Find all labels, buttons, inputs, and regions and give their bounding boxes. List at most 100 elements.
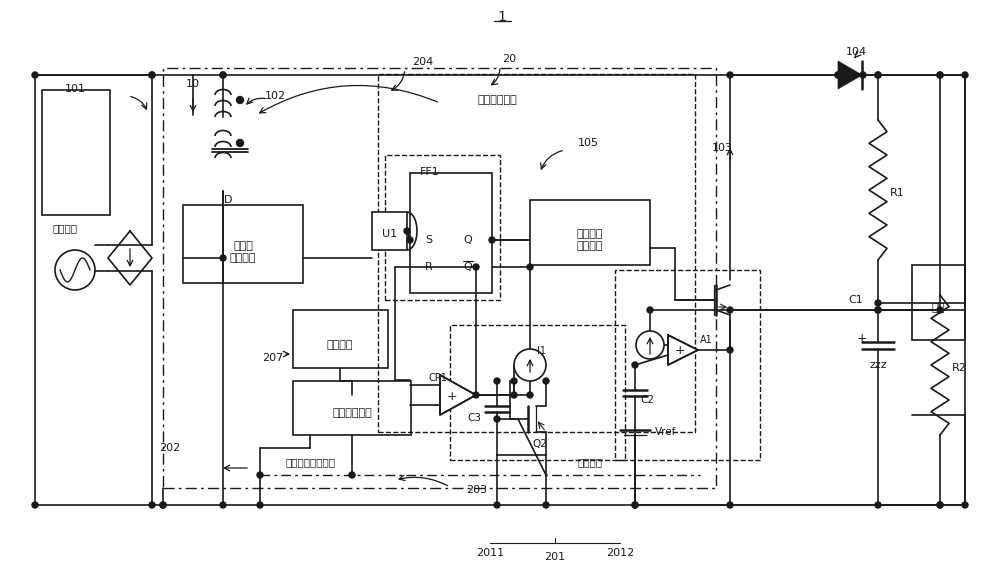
Bar bbox=[385, 155, 500, 300]
Text: R1: R1 bbox=[890, 188, 905, 198]
Text: 限制信号: 限制信号 bbox=[578, 457, 602, 467]
Circle shape bbox=[32, 502, 38, 508]
Text: 交流输入: 交流输入 bbox=[52, 223, 78, 233]
Text: 零电流
检测单元: 零电流 检测单元 bbox=[230, 241, 256, 263]
Circle shape bbox=[647, 307, 653, 313]
Circle shape bbox=[835, 72, 841, 78]
Circle shape bbox=[875, 72, 881, 78]
Circle shape bbox=[727, 347, 733, 353]
Circle shape bbox=[160, 502, 166, 508]
Text: -: - bbox=[433, 400, 437, 412]
Circle shape bbox=[527, 264, 533, 270]
Text: I1: I1 bbox=[536, 346, 546, 356]
Circle shape bbox=[636, 331, 664, 359]
Circle shape bbox=[32, 72, 38, 78]
Circle shape bbox=[160, 502, 166, 508]
Circle shape bbox=[875, 502, 881, 508]
Circle shape bbox=[237, 97, 244, 104]
Text: 203: 203 bbox=[466, 485, 488, 495]
Text: 1: 1 bbox=[498, 10, 506, 24]
Text: 101: 101 bbox=[64, 84, 86, 94]
Text: CP1: CP1 bbox=[429, 373, 447, 383]
Circle shape bbox=[404, 228, 410, 234]
Circle shape bbox=[632, 362, 638, 368]
Text: 105: 105 bbox=[578, 138, 598, 148]
Bar bbox=[42, 90, 110, 215]
Text: 104: 104 bbox=[845, 47, 867, 57]
Text: 202: 202 bbox=[159, 443, 180, 453]
Text: R: R bbox=[425, 262, 433, 272]
Text: 负载: 负载 bbox=[931, 303, 945, 313]
Bar bbox=[183, 205, 303, 283]
Circle shape bbox=[349, 472, 355, 478]
Circle shape bbox=[220, 72, 226, 78]
Text: 辅助绕组输出: 辅助绕组输出 bbox=[477, 95, 517, 105]
Circle shape bbox=[407, 237, 413, 243]
Circle shape bbox=[473, 264, 479, 270]
Circle shape bbox=[543, 378, 549, 384]
Text: 10: 10 bbox=[186, 79, 200, 89]
Circle shape bbox=[875, 307, 881, 313]
Bar bbox=[163, 68, 716, 488]
Circle shape bbox=[937, 502, 943, 508]
Text: D: D bbox=[224, 195, 232, 205]
Text: S: S bbox=[425, 235, 432, 245]
Text: C1: C1 bbox=[848, 295, 863, 305]
Bar bbox=[378, 74, 695, 432]
Text: 103: 103 bbox=[712, 143, 732, 153]
Circle shape bbox=[860, 72, 866, 78]
Circle shape bbox=[511, 378, 517, 384]
Circle shape bbox=[257, 502, 263, 508]
Text: Q: Q bbox=[463, 262, 472, 272]
Bar bbox=[450, 325, 625, 460]
Circle shape bbox=[489, 237, 495, 243]
Bar bbox=[293, 310, 388, 368]
Circle shape bbox=[494, 378, 500, 384]
Text: 振荡电路: 振荡电路 bbox=[327, 340, 353, 350]
Bar bbox=[530, 200, 650, 265]
Text: 2011: 2011 bbox=[476, 548, 504, 558]
Circle shape bbox=[220, 255, 226, 261]
Circle shape bbox=[473, 392, 479, 398]
Circle shape bbox=[962, 502, 968, 508]
Circle shape bbox=[220, 502, 226, 508]
Bar bbox=[293, 381, 411, 435]
Circle shape bbox=[149, 502, 155, 508]
Circle shape bbox=[149, 72, 155, 78]
Circle shape bbox=[149, 72, 155, 78]
Text: R2: R2 bbox=[952, 363, 967, 373]
Circle shape bbox=[875, 300, 881, 306]
Polygon shape bbox=[668, 335, 698, 365]
Circle shape bbox=[257, 472, 263, 478]
Text: 102: 102 bbox=[264, 91, 286, 101]
Circle shape bbox=[494, 502, 500, 508]
Text: Vref: Vref bbox=[655, 427, 676, 437]
Text: +: + bbox=[675, 345, 685, 357]
Text: U1: U1 bbox=[382, 229, 398, 239]
Circle shape bbox=[727, 502, 733, 508]
Text: 频率限制单元: 频率限制单元 bbox=[332, 408, 372, 418]
Text: 开关元件
驱动电路: 开关元件 驱动电路 bbox=[577, 229, 603, 251]
Text: 20: 20 bbox=[502, 54, 516, 64]
Text: 2012: 2012 bbox=[606, 548, 634, 558]
Circle shape bbox=[543, 502, 549, 508]
Polygon shape bbox=[838, 61, 862, 89]
Text: 时间常数调整信号: 时间常数调整信号 bbox=[285, 457, 335, 467]
Bar bbox=[372, 212, 407, 250]
Text: 207: 207 bbox=[262, 353, 283, 363]
Circle shape bbox=[937, 72, 943, 78]
Text: FF1: FF1 bbox=[420, 167, 440, 177]
Text: C2: C2 bbox=[640, 395, 654, 405]
Text: 201: 201 bbox=[544, 552, 566, 562]
Circle shape bbox=[220, 72, 226, 78]
Circle shape bbox=[237, 140, 244, 146]
Text: +: + bbox=[447, 390, 457, 404]
Text: A1: A1 bbox=[700, 335, 713, 345]
Text: zzz: zzz bbox=[869, 360, 887, 370]
Circle shape bbox=[727, 307, 733, 313]
Bar bbox=[912, 265, 965, 340]
Circle shape bbox=[875, 72, 881, 78]
Circle shape bbox=[835, 72, 841, 78]
Circle shape bbox=[937, 502, 943, 508]
Text: 204: 204 bbox=[412, 57, 434, 67]
